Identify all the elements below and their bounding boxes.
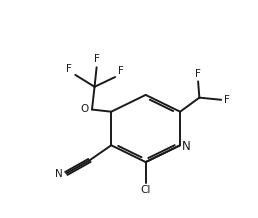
Text: F: F bbox=[118, 66, 124, 76]
Text: F: F bbox=[224, 95, 230, 105]
Text: N: N bbox=[181, 140, 190, 153]
Text: Cl: Cl bbox=[141, 186, 151, 196]
Text: F: F bbox=[66, 64, 72, 74]
Text: O: O bbox=[80, 104, 89, 114]
Text: N: N bbox=[55, 169, 63, 179]
Text: F: F bbox=[195, 69, 201, 79]
Text: F: F bbox=[94, 54, 100, 65]
